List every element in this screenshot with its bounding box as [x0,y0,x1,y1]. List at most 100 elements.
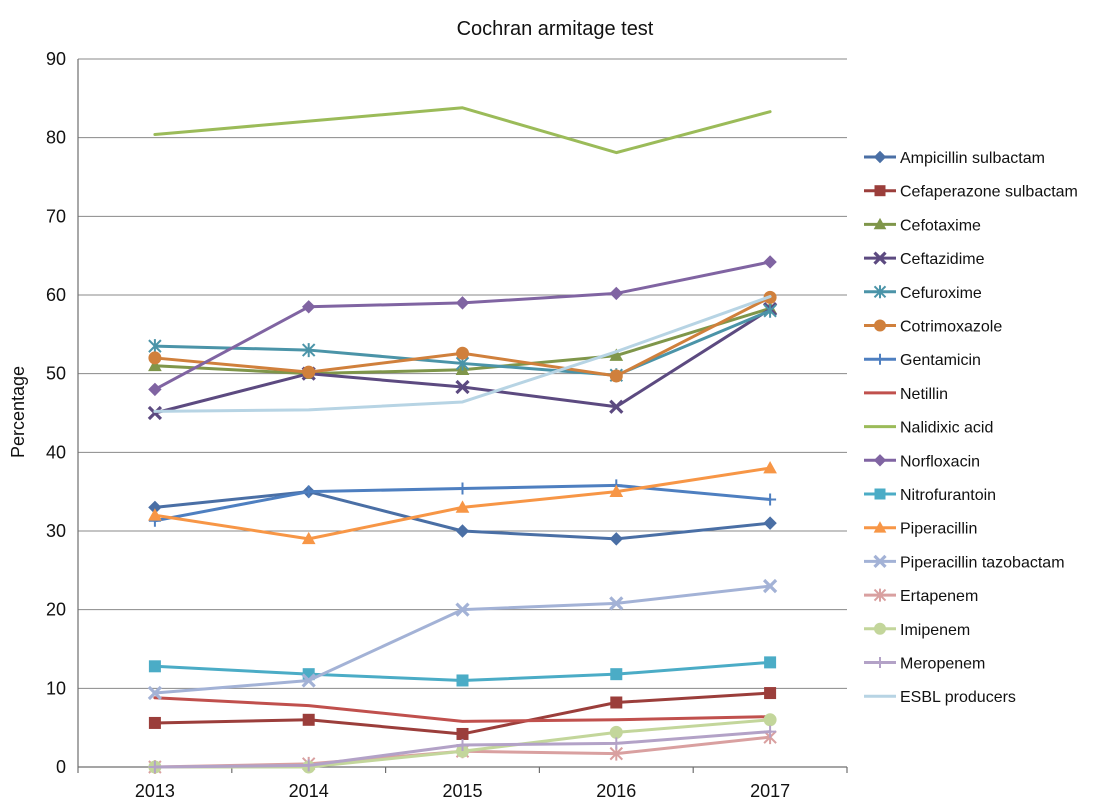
legend-item: Meropenem [864,656,985,673]
legend-label: Ceftazidime [900,251,985,268]
legend-item: Netillin [864,386,948,403]
data-point [148,508,162,521]
axes: 0 10 20 30 40 50 60 70 80 90 2013 2014 2015 2016 2017 [46,49,848,801]
data-point [147,685,163,701]
x-tick-label: 2017 [750,781,790,800]
legend-label: Cotrimoxazole [900,319,1002,336]
legend-item: Ceftazidime [864,251,985,268]
series [148,290,777,383]
data-point [874,657,886,668]
data-point [455,379,470,395]
series [148,461,777,545]
data-point [301,343,316,358]
y-axis-title: Percentage [8,366,28,458]
y-tick-label: 30 [46,521,66,541]
legend-label: Ertapenem [900,588,978,605]
data-point [609,348,624,361]
data-point [301,300,316,314]
legend-item: Cefotaxime [864,217,981,234]
legend-item: Nalidixic acid [864,420,993,437]
data-point [873,521,887,533]
x-tick-label: 2014 [289,781,329,800]
data-point [764,656,777,669]
y-tick-label: 90 [46,49,66,69]
data-point [764,687,777,700]
legend-label: Meropenem [900,656,985,673]
x-tick-label: 2015 [442,781,482,800]
data-point [456,738,469,751]
legend-label: ESBL producers [900,689,1016,706]
legend-label: Nitrofurantoin [900,487,996,504]
data-point [148,351,162,365]
legend-label: Nalidixic acid [900,420,993,437]
data-point [873,217,887,230]
legend-label: Cefaperazone sulbactam [900,184,1078,201]
legend: Ampicillin sulbactam Cefaperazone sulbact… [864,150,1078,706]
data-point [148,339,162,354]
data-point [456,482,469,495]
data-point [456,727,469,740]
y-tick-label: 10 [46,678,66,698]
data-point [455,602,470,617]
series-line [153,295,772,413]
series-lines [147,106,778,774]
data-point [763,713,777,727]
legend-item: Piperacillin tazobactam [864,554,1065,571]
data-point [455,500,470,513]
data-point [874,185,886,197]
series [148,484,777,546]
data-point [302,759,315,772]
legend-label: Norfloxacin [900,453,980,470]
series-line [153,696,772,723]
legend-item: Norfloxacin [864,453,980,470]
data-point [763,255,777,269]
data-point [301,531,316,545]
data-point [874,622,886,635]
legend-label: Netillin [900,386,948,403]
data-point [609,369,623,383]
series [147,578,778,701]
data-point [609,399,624,414]
data-point [873,285,887,299]
data-point [874,353,886,365]
series [153,696,772,723]
data-point [763,516,777,530]
legend-label: Ampicillin sulbactam [900,150,1045,167]
legend-item: Cefaperazone sulbactam [864,184,1078,201]
data-point [148,761,161,773]
data-point [455,296,470,310]
data-point [762,578,778,594]
series-line [153,106,772,155]
data-point [148,716,161,729]
legend-label: Imipenem [900,622,970,639]
data-point [148,660,161,673]
y-tick-label: 40 [46,442,66,462]
data-point [610,668,623,681]
data-point [301,673,316,688]
data-point [873,251,887,265]
legend-item: Ampicillin sulbactam [864,150,1045,167]
y-tick-label: 50 [46,364,66,384]
series [148,479,777,527]
data-point [763,303,777,318]
chart-title: Cochran armitage test [457,18,654,40]
legend-item: Ertapenem [864,588,978,605]
data-point [873,150,887,164]
data-point [873,554,887,569]
data-point [610,696,623,709]
series [153,106,772,155]
data-point [763,461,777,474]
data-point [764,493,777,506]
data-point [873,588,887,602]
legend-item: Piperacillin [864,521,977,538]
y-tick-label: 80 [46,128,66,148]
data-point [609,286,624,301]
data-point [873,454,887,467]
data-point [148,382,162,397]
legend-label: Cefotaxime [900,217,981,234]
series [148,656,777,687]
data-point [456,674,469,687]
data-point [764,725,777,738]
data-point [147,405,163,421]
